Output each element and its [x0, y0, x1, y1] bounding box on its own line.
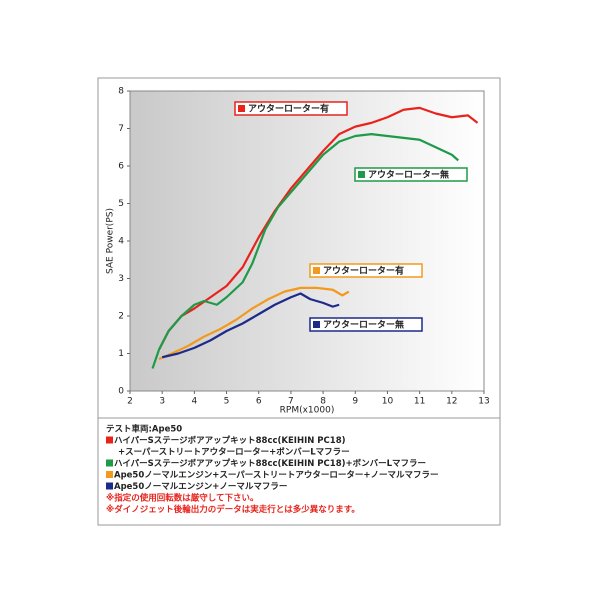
y-tick-label: 7 [118, 124, 124, 134]
label-box [354, 167, 468, 182]
y-tick-label: 5 [118, 199, 124, 209]
y-tick-label: 0 [118, 387, 124, 397]
label-marker [313, 267, 320, 274]
series-line [158, 286, 350, 361]
series-label: アウターローター無 [368, 169, 449, 181]
label-box [234, 101, 348, 116]
x-tick-label: 2 [127, 397, 133, 407]
x-axis-label: RPM(x1000) [280, 406, 335, 416]
label-marker [313, 321, 320, 328]
note-text: Ape50ノーマルエンジン+スーパーストリートアウターローター+ノーマルマフラー [114, 470, 439, 481]
y-tick-label: 2 [118, 312, 124, 322]
x-tick-label: 8 [320, 397, 326, 407]
note-text: ※指定の使用回転数は厳守して下さい。 [106, 493, 259, 504]
note-text: ハイパーSステージボアアップキット88cc(KEIHIN PC18) [114, 435, 346, 446]
series-line [161, 292, 340, 359]
series-line [151, 133, 459, 369]
y-axis-label: SAE Power(PS) [106, 208, 116, 274]
label-marker [238, 105, 245, 112]
note-text: テスト車両:Ape50 [106, 424, 182, 435]
y-tick-label: 6 [118, 162, 124, 172]
x-tick-label: 5 [224, 397, 230, 407]
label-box [309, 263, 423, 278]
y-tick-label: 3 [118, 274, 124, 284]
note-text: +スーパーストリートアウターローター+ボンバーLマフラー [118, 447, 350, 458]
y-tick-label: 1 [118, 349, 124, 359]
series-label: アウターローター無 [323, 319, 404, 331]
x-tick-label: 7 [288, 397, 294, 407]
x-tick-label: 3 [159, 397, 165, 407]
note-marker [106, 459, 113, 467]
y-tick-label: 8 [118, 87, 124, 97]
note-marker [106, 436, 113, 444]
series-line [157, 106, 479, 351]
y-tick-label: 4 [118, 237, 124, 247]
plot-area [129, 90, 485, 392]
x-tick-label: 10 [382, 397, 394, 407]
x-tick-label: 6 [256, 397, 262, 407]
label-marker [358, 171, 365, 178]
series-label: アウターローター有 [248, 103, 329, 115]
label-box [309, 317, 423, 332]
x-tick-label: 4 [191, 397, 197, 407]
series-label: アウターローター有 [323, 265, 404, 277]
x-tick-label: 11 [414, 397, 425, 407]
note-text: ハイパーSステージボアアップキット88cc(KEIHIN PC18)+ボンバーL… [114, 458, 426, 469]
x-tick-label: 9 [352, 397, 358, 407]
x-tick-label: 12 [446, 397, 457, 407]
note-marker [106, 471, 113, 478]
note-marker [106, 482, 113, 490]
note-text: Ape50ノーマルエンジン+ノーマルマフラー [114, 482, 287, 492]
x-tick-label: 13 [478, 397, 489, 407]
note-text: ※ダイノジェット後輪出力のデータは実走行とは多少異なります。 [106, 504, 360, 515]
